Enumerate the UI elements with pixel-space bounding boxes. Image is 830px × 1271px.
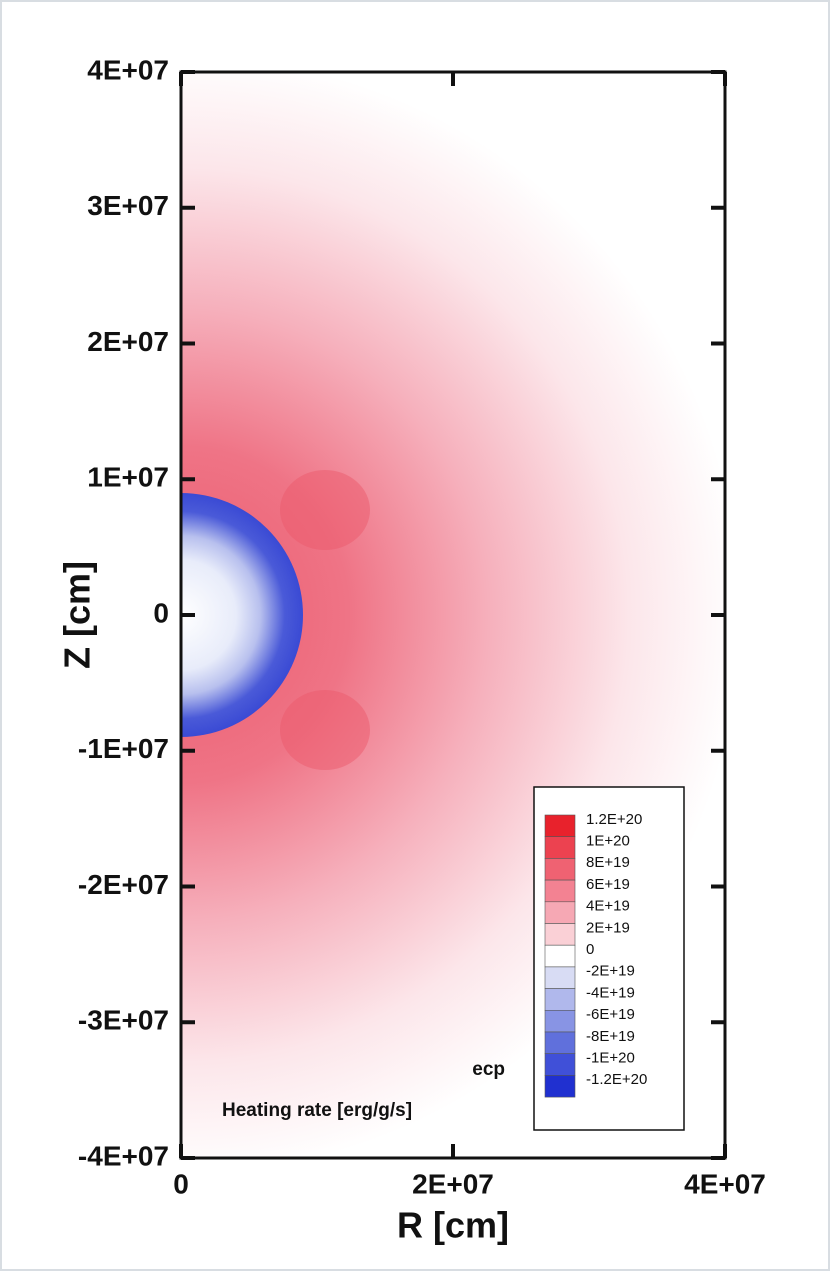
y-tick-label: 2E+07 <box>87 326 169 357</box>
legend-label: 0 <box>586 941 594 958</box>
legend-swatch <box>544 988 576 1011</box>
field <box>181 72 725 1158</box>
y-tick-label: 0 <box>153 597 169 628</box>
y-tick-label: -2E+07 <box>78 869 169 900</box>
legend-variable: ecp <box>472 1059 505 1080</box>
y-tick-label: 4E+07 <box>87 54 169 85</box>
legend-label: -1.2E+20 <box>586 1071 647 1088</box>
y-axis-label: Z [cm] <box>57 561 98 669</box>
x-tick-label: 2E+07 <box>412 1168 494 1199</box>
legend-label: -6E+19 <box>586 1006 635 1023</box>
legend-swatch <box>544 1009 576 1033</box>
x-tick-label: 4E+07 <box>684 1168 766 1199</box>
y-tick-label: -4E+07 <box>78 1140 169 1171</box>
legend-swatch <box>544 944 576 968</box>
legend-label: 6E+19 <box>586 876 630 893</box>
legend-label: 1.2E+20 <box>586 811 642 828</box>
legend-swatch <box>544 836 576 859</box>
legend-label: -1E+20 <box>586 1050 635 1067</box>
legend-swatch <box>544 966 576 989</box>
legend-swatch <box>544 814 576 838</box>
legend-label: -8E+19 <box>586 1028 635 1045</box>
legend-swatch <box>544 1053 576 1076</box>
y-tick-label: 3E+07 <box>87 190 169 221</box>
x-axis-label: R [cm] <box>397 1205 509 1246</box>
legend-swatch <box>544 879 576 903</box>
legend-label: 1E+20 <box>586 833 630 850</box>
legend-swatch <box>544 923 576 946</box>
legend-label: -2E+19 <box>586 963 635 980</box>
y-tick-label: 1E+07 <box>87 462 169 493</box>
y-tick-label: -3E+07 <box>78 1005 169 1036</box>
legend-swatch <box>544 901 576 924</box>
legend-label: 4E+19 <box>586 898 630 915</box>
legend-swatch <box>544 858 576 881</box>
legend-label: 2E+19 <box>586 919 630 936</box>
legend-swatch <box>544 1031 576 1055</box>
legend-swatch <box>544 1075 576 1098</box>
legend-title: Heating rate [erg/g/s] <box>222 1100 412 1121</box>
legend-label: -4E+19 <box>586 984 635 1001</box>
y-tick-label: -1E+07 <box>78 733 169 764</box>
x-tick-label: 0 <box>173 1168 189 1199</box>
legend-label: 8E+19 <box>586 854 630 871</box>
